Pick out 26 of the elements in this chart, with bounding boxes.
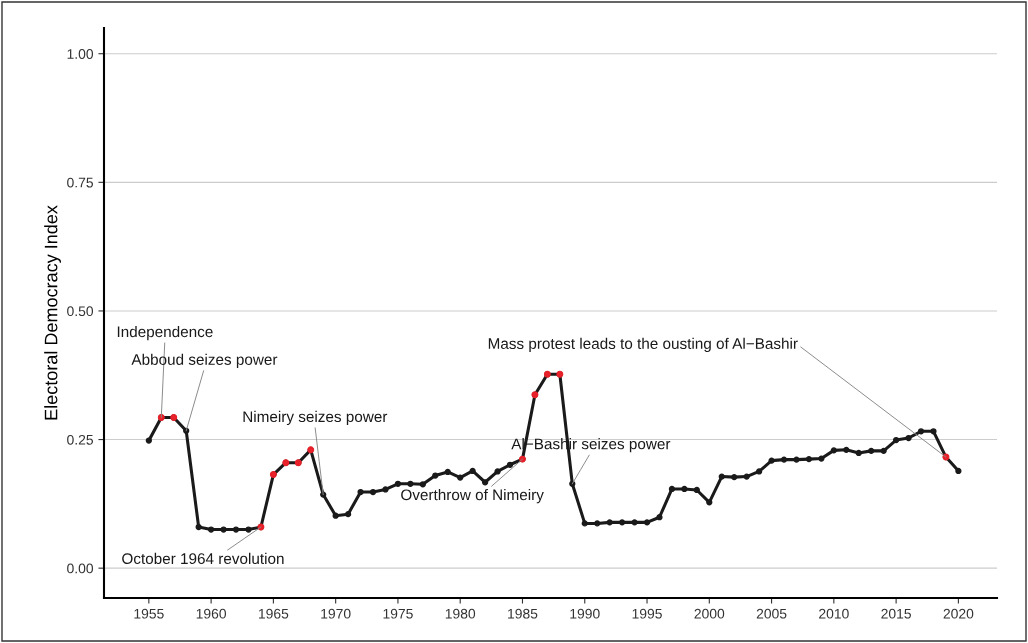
y-tick-label: 0.50 [67, 306, 94, 317]
annotation: October 1964 revolution [122, 552, 284, 565]
y-axis-title: Electoral Democracy Index [44, 205, 61, 420]
x-tick-label: 2015 [881, 608, 911, 619]
annotation: Mass protest leads to the ousting of Al−Bashir [488, 337, 798, 353]
x-tick-label: 1960 [196, 608, 227, 619]
x-tick-label: 2010 [819, 608, 849, 619]
y-tick-label: 0.00 [67, 563, 94, 574]
y-tick-label: 0.75 [67, 177, 93, 188]
x-tick-label: 2005 [756, 608, 787, 619]
annotation: Overthrow of Nimeiry [401, 489, 544, 504]
y-tick-label: 0.25 [67, 434, 93, 445]
annotation: Nimeiry seizes power [243, 410, 388, 426]
annotation: Independence [117, 325, 213, 341]
x-tick-label: 1975 [383, 608, 413, 619]
annotation: Abboud seizes power [131, 353, 278, 368]
y-tick-label: 1.00 [67, 49, 94, 59]
x-tick-label: 2000 [694, 608, 725, 619]
x-tick-label: 1990 [570, 608, 600, 619]
x-tick-label: 2020 [943, 608, 974, 619]
x-tick-label: 1955 [134, 608, 164, 619]
x-tick-label: 1970 [321, 608, 351, 619]
x-tick-label: 1965 [259, 608, 289, 619]
x-tick-label: 1995 [632, 608, 662, 619]
x-tick-label: 1980 [445, 608, 476, 619]
x-tick-label: 1985 [508, 608, 538, 619]
